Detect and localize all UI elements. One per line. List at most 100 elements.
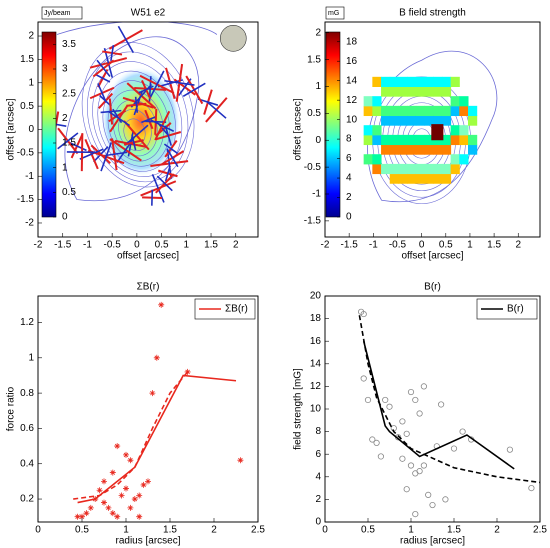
field-vector xyxy=(107,110,131,127)
circle-marker xyxy=(412,510,419,518)
y-tick-label: 0 xyxy=(315,517,321,528)
circle-marker xyxy=(377,453,384,460)
field-cell xyxy=(450,154,460,165)
legend-box xyxy=(194,298,256,320)
field-vector xyxy=(157,79,183,88)
field-cell xyxy=(407,115,417,126)
circle-marker xyxy=(416,410,423,417)
x-axis-label: radius [arcsec] xyxy=(400,536,465,547)
field-vector xyxy=(163,143,178,154)
field-vector xyxy=(150,119,175,132)
field-vector xyxy=(131,134,137,151)
field-cell xyxy=(450,96,460,107)
field-cell xyxy=(381,86,391,97)
y-tick-label: 0.5 xyxy=(307,108,321,119)
x-tick-label: 1.5 xyxy=(447,525,461,536)
field-cell xyxy=(441,86,452,97)
field-cell xyxy=(389,144,399,155)
x-tick-label: 2 xyxy=(515,240,521,251)
colorbar-tick-label: 1 xyxy=(62,162,68,173)
field-cell xyxy=(363,105,373,117)
circle-marker xyxy=(403,430,410,437)
field-vector xyxy=(134,96,139,113)
field-cell xyxy=(433,105,443,117)
colorbar-tick-label: 0 xyxy=(62,212,68,223)
plot-content xyxy=(358,308,540,518)
field-cell xyxy=(441,144,452,155)
field-cell xyxy=(389,76,399,87)
x-tick-label: -1 xyxy=(83,240,92,251)
emission xyxy=(100,66,181,177)
chart-title: B field strength xyxy=(399,8,466,19)
colorbar-label-box xyxy=(325,6,345,20)
legend-box xyxy=(476,298,538,320)
field-vector xyxy=(100,142,112,172)
field-cell xyxy=(398,105,408,117)
field-cell xyxy=(372,76,382,87)
colorbar-label: mG xyxy=(328,10,339,17)
field-cell xyxy=(468,105,478,117)
star-marker xyxy=(136,513,143,520)
star-marker xyxy=(237,457,244,464)
field-cell xyxy=(450,125,460,136)
field-cell xyxy=(398,163,408,175)
star-marker xyxy=(123,451,129,458)
x-tick-label: 1.5 xyxy=(204,240,218,251)
star-marker xyxy=(145,478,151,485)
star-marker xyxy=(158,301,165,308)
y-tick-label: 1.2 xyxy=(20,317,34,328)
colorbar xyxy=(325,31,341,218)
field-cell xyxy=(415,173,426,184)
star-marker xyxy=(109,510,116,517)
field-cell xyxy=(407,134,417,146)
x-axis-label: offset [arcsec] xyxy=(117,251,179,262)
field-cell xyxy=(381,144,391,155)
field-cell xyxy=(424,86,434,97)
field-cell xyxy=(398,76,408,87)
field-cell xyxy=(433,76,443,87)
field-cell xyxy=(424,163,434,175)
x-tick-label: 0 xyxy=(322,525,328,536)
x-axis-label: offset [arcsec] xyxy=(401,251,463,262)
field-cell xyxy=(363,134,373,146)
y-tick-label: 0.5 xyxy=(20,101,34,112)
field-cell xyxy=(468,144,478,155)
field-cell xyxy=(415,134,426,146)
circle-marker xyxy=(399,418,406,425)
star-marker xyxy=(131,496,138,503)
x-tick-label: -1.5 xyxy=(54,240,72,251)
y-tick-label: -2 xyxy=(25,218,34,229)
field-vector xyxy=(124,124,149,146)
field-vector xyxy=(57,132,79,150)
y-tick-label: 14 xyxy=(310,358,322,369)
field-cell xyxy=(389,115,399,126)
colorbar-tick-label: 4 xyxy=(346,173,352,184)
circle-marker xyxy=(403,486,410,493)
x-tick-label: 2.5 xyxy=(251,525,265,536)
field-cell xyxy=(381,105,391,117)
star-marker xyxy=(127,457,134,464)
x-tick-label: 2.5 xyxy=(533,525,547,536)
field-cell xyxy=(433,86,443,97)
circle-marker xyxy=(429,501,436,509)
contour xyxy=(97,70,177,172)
x-tick-label: 1 xyxy=(408,525,414,536)
y-tick-label: 1.5 xyxy=(20,54,34,65)
star-marker xyxy=(79,513,85,520)
field-cell xyxy=(441,105,452,117)
circle-marker xyxy=(442,496,449,503)
field-cell xyxy=(450,163,460,175)
field-cell xyxy=(450,105,460,117)
field-cell xyxy=(415,144,426,155)
field-vector xyxy=(149,70,165,99)
x-tick-label: 0 xyxy=(35,525,41,536)
y-tick-label: 16 xyxy=(310,336,322,347)
field-cell xyxy=(424,144,434,155)
field-cell xyxy=(407,86,417,97)
y-tick-label: 18 xyxy=(310,313,322,324)
field-vector xyxy=(95,73,111,83)
colorbar-label: Jy/beam xyxy=(44,10,71,17)
colorbar-tick-label: 2 xyxy=(62,113,68,124)
star-marker xyxy=(87,504,94,511)
colorbar-tick-label: 8 xyxy=(346,134,352,145)
